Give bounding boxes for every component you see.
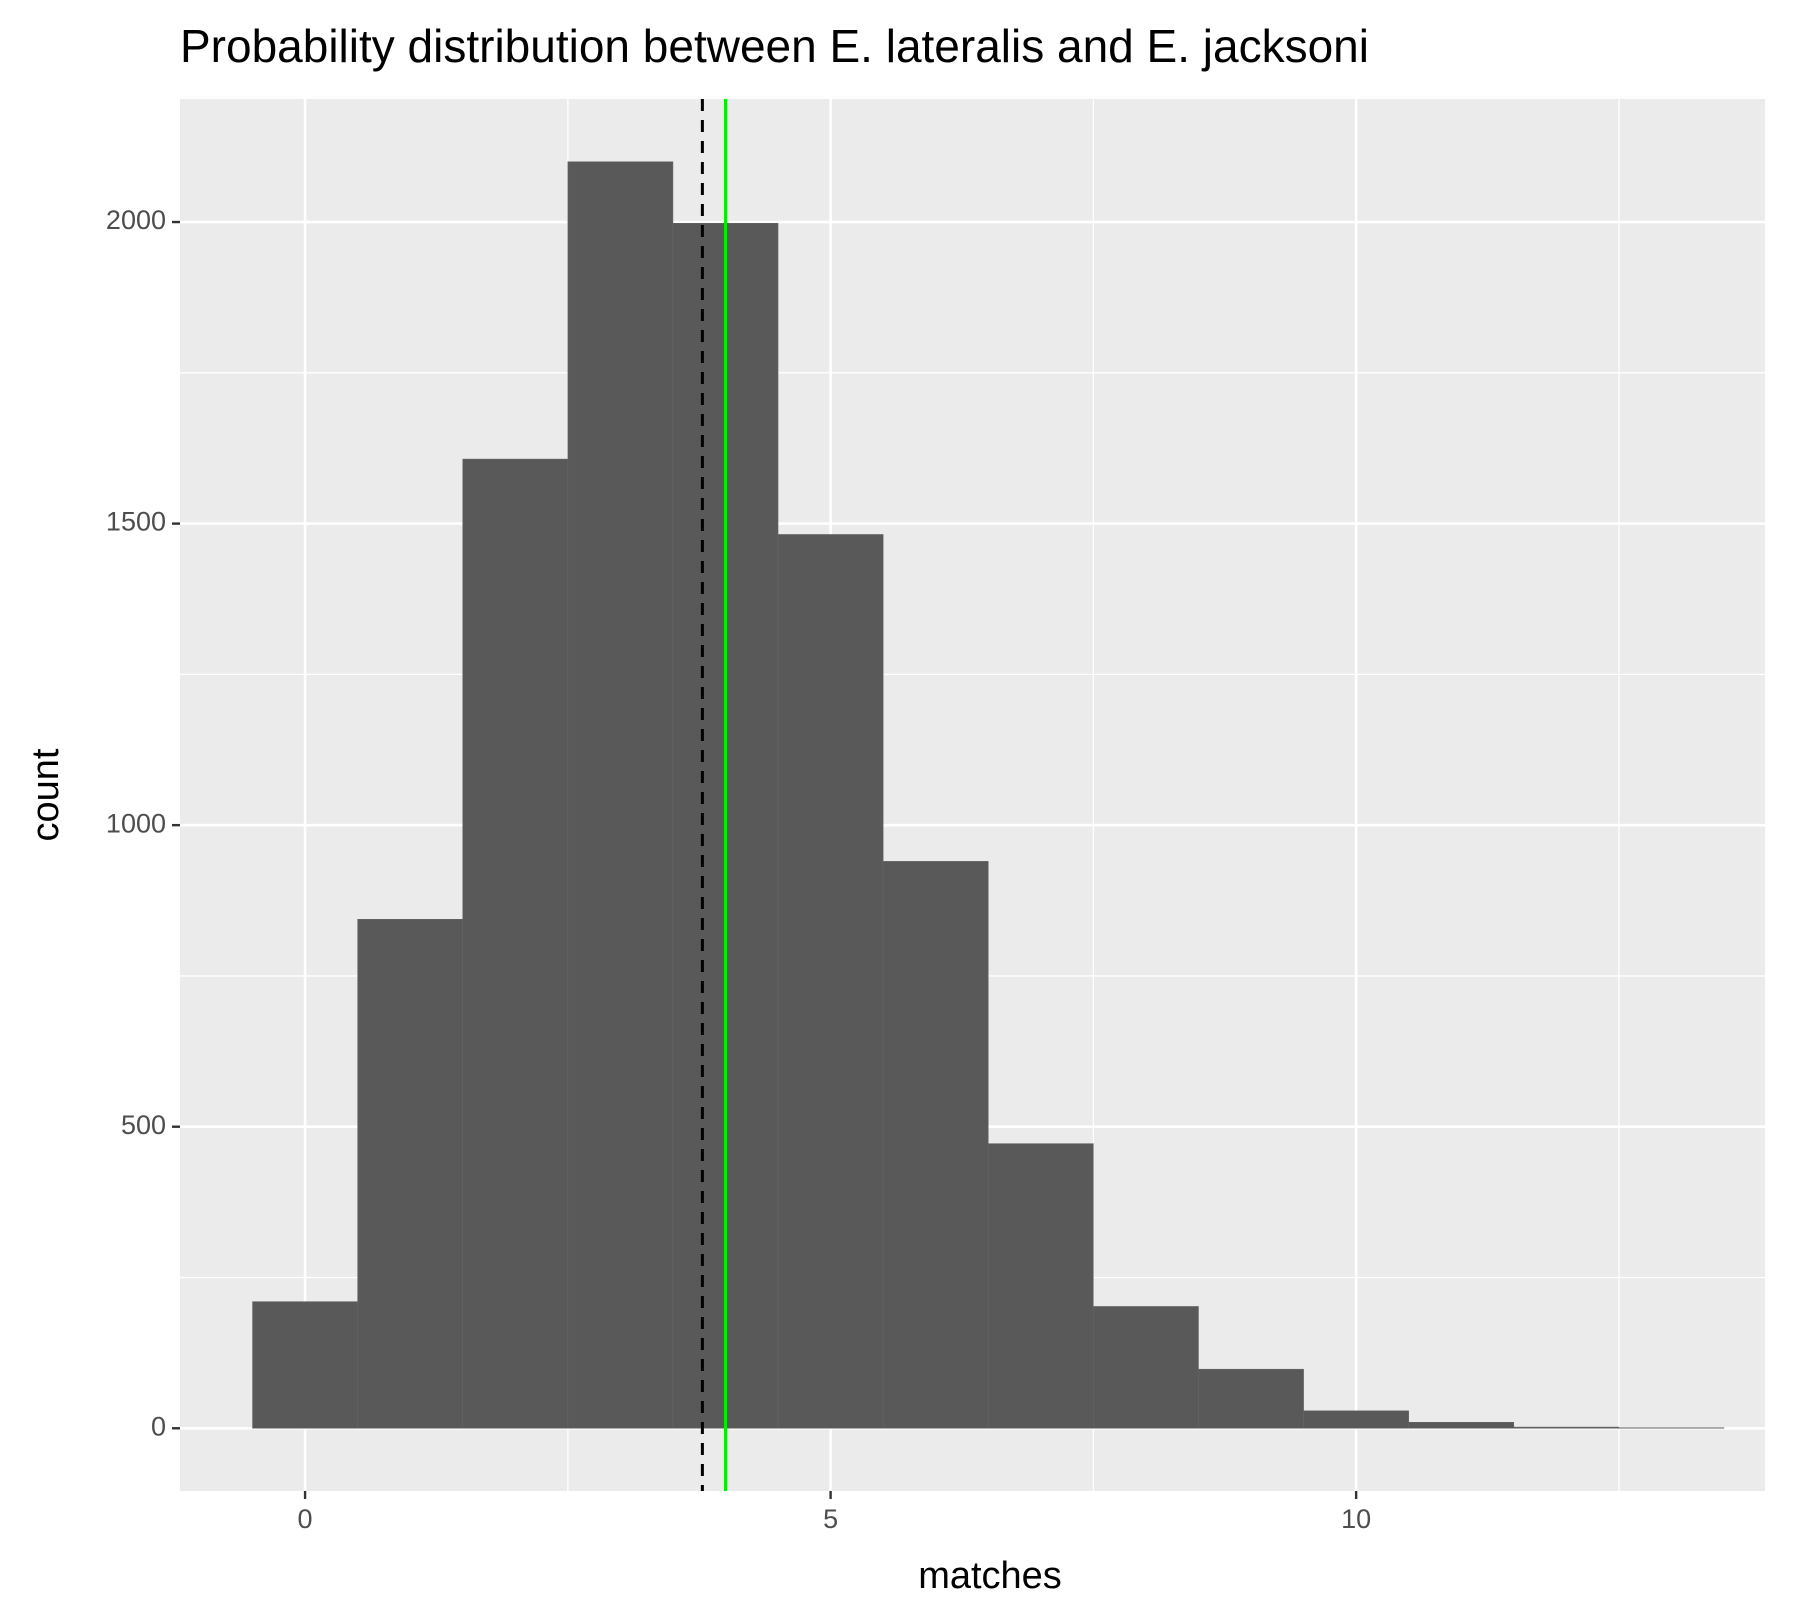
bar	[988, 1143, 1094, 1429]
y-tick-label: 1500	[106, 507, 166, 537]
bar	[1093, 1306, 1199, 1429]
bar	[462, 458, 569, 1429]
x-tick-label: 10	[1341, 1504, 1371, 1534]
x-tick-label: 0	[298, 1504, 313, 1534]
x-tick-label: 5	[823, 1504, 838, 1534]
x-axis-title: matches	[918, 1555, 1062, 1597]
y-tick-label: 0	[151, 1411, 166, 1441]
y-tick-label: 2000	[106, 205, 166, 235]
chart-title: Probability distribution between E. late…	[180, 20, 1369, 72]
y-tick-label: 500	[121, 1110, 166, 1140]
bar	[1303, 1410, 1409, 1429]
bar	[567, 161, 674, 1429]
bar	[1618, 1427, 1725, 1429]
bar	[882, 861, 989, 1429]
bar	[777, 534, 884, 1429]
bar	[1408, 1421, 1515, 1429]
bar	[357, 918, 463, 1429]
bar	[1513, 1426, 1620, 1429]
bar	[252, 1301, 358, 1429]
y-tick-label: 1000	[106, 808, 166, 838]
y-axis-title: count	[25, 748, 67, 841]
bar	[1198, 1368, 1304, 1429]
